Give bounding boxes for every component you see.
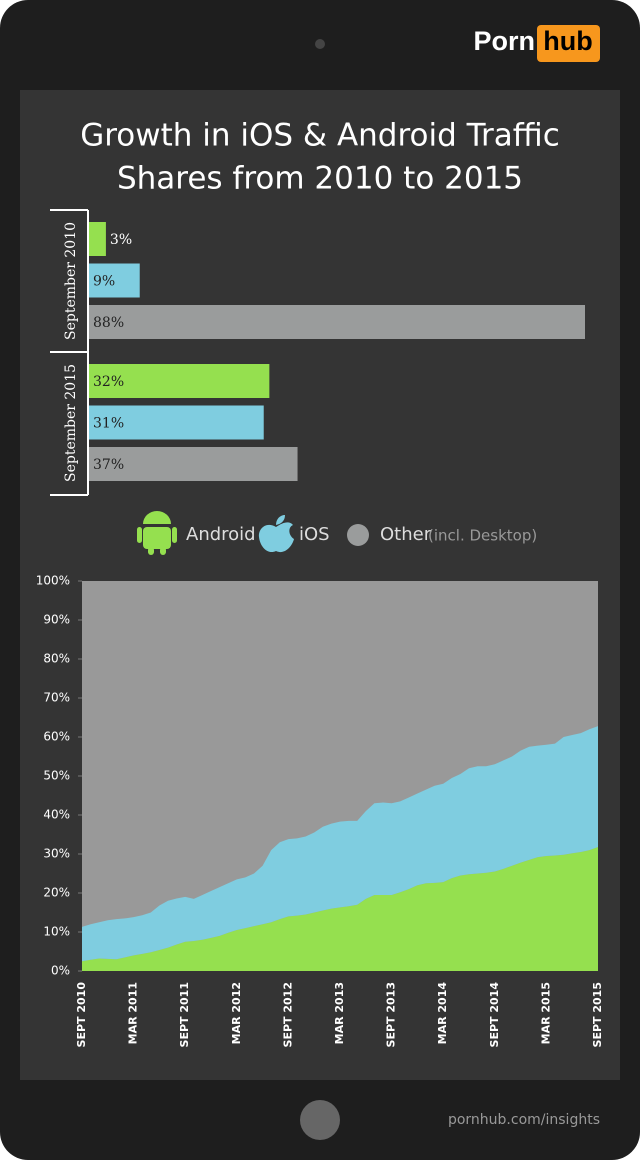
value-label: 3% [110, 232, 132, 248]
area [82, 846, 598, 971]
legend-label: Other [380, 524, 432, 545]
y-tick-label: 40% [43, 808, 70, 822]
x-tick-label: SEPT 2014 [488, 982, 501, 1048]
area [82, 726, 598, 962]
footer: pornhub.com/insights [448, 1112, 600, 1128]
y-tick-label: 80% [43, 652, 70, 666]
legend-icon [347, 524, 369, 546]
legend-icon [148, 547, 154, 555]
legend-note: (incl. Desktop) [428, 527, 537, 545]
legend-icon [137, 527, 142, 543]
bar [89, 263, 140, 298]
bar [89, 405, 264, 440]
value-label: 31% [93, 416, 124, 432]
group-label: September 2015 [63, 364, 79, 482]
value-label: 9% [93, 274, 115, 290]
brand-box [537, 25, 600, 62]
x-tick-label: MAR 2013 [333, 982, 346, 1044]
chart-title: Growth in iOS & Android Traffic [80, 118, 560, 154]
x-tick-label: MAR 2012 [230, 982, 243, 1044]
brand-right: hub [543, 26, 592, 56]
legend-icon [172, 527, 177, 543]
bar [89, 364, 270, 398]
legend-icon [143, 511, 171, 524]
group-label: September 2010 [63, 222, 79, 340]
brand-left: Porn [473, 26, 535, 56]
x-tick-label: SEPT 2015 [591, 982, 604, 1047]
legend-label: Android [186, 524, 256, 545]
y-tick-label: 0% [51, 964, 70, 978]
legend-icon [258, 522, 294, 553]
x-tick-label: SEPT 2013 [385, 982, 398, 1047]
legend-label: iOS [299, 524, 330, 545]
y-tick-label: 70% [43, 691, 70, 705]
x-tick-label: SEPT 2010 [75, 982, 88, 1048]
y-tick-label: 50% [43, 769, 70, 783]
y-tick-label: 100% [36, 574, 70, 588]
y-tick-label: 30% [43, 847, 70, 861]
home-button [300, 1100, 340, 1140]
y-tick-label: 10% [43, 925, 70, 939]
y-tick-label: 90% [43, 613, 70, 627]
value-label: 37% [93, 457, 124, 473]
legend-icon [276, 515, 285, 525]
chart-title: Shares from 2010 to 2015 [117, 161, 523, 197]
x-tick-label: MAR 2011 [127, 982, 140, 1044]
y-tick-label: 20% [43, 886, 70, 900]
value-label: 32% [93, 374, 124, 390]
bar [89, 447, 298, 481]
x-tick-label: SEPT 2011 [178, 982, 191, 1047]
x-tick-label: MAR 2015 [539, 982, 552, 1044]
camera [315, 39, 325, 49]
bar [89, 222, 106, 256]
x-tick-label: MAR 2014 [436, 982, 449, 1045]
y-tick-label: 60% [43, 730, 70, 744]
legend-icon [143, 527, 171, 549]
bar [89, 305, 585, 339]
legend-icon [160, 547, 166, 555]
value-label: 88% [93, 315, 124, 331]
x-tick-label: SEPT 2012 [281, 982, 294, 1047]
